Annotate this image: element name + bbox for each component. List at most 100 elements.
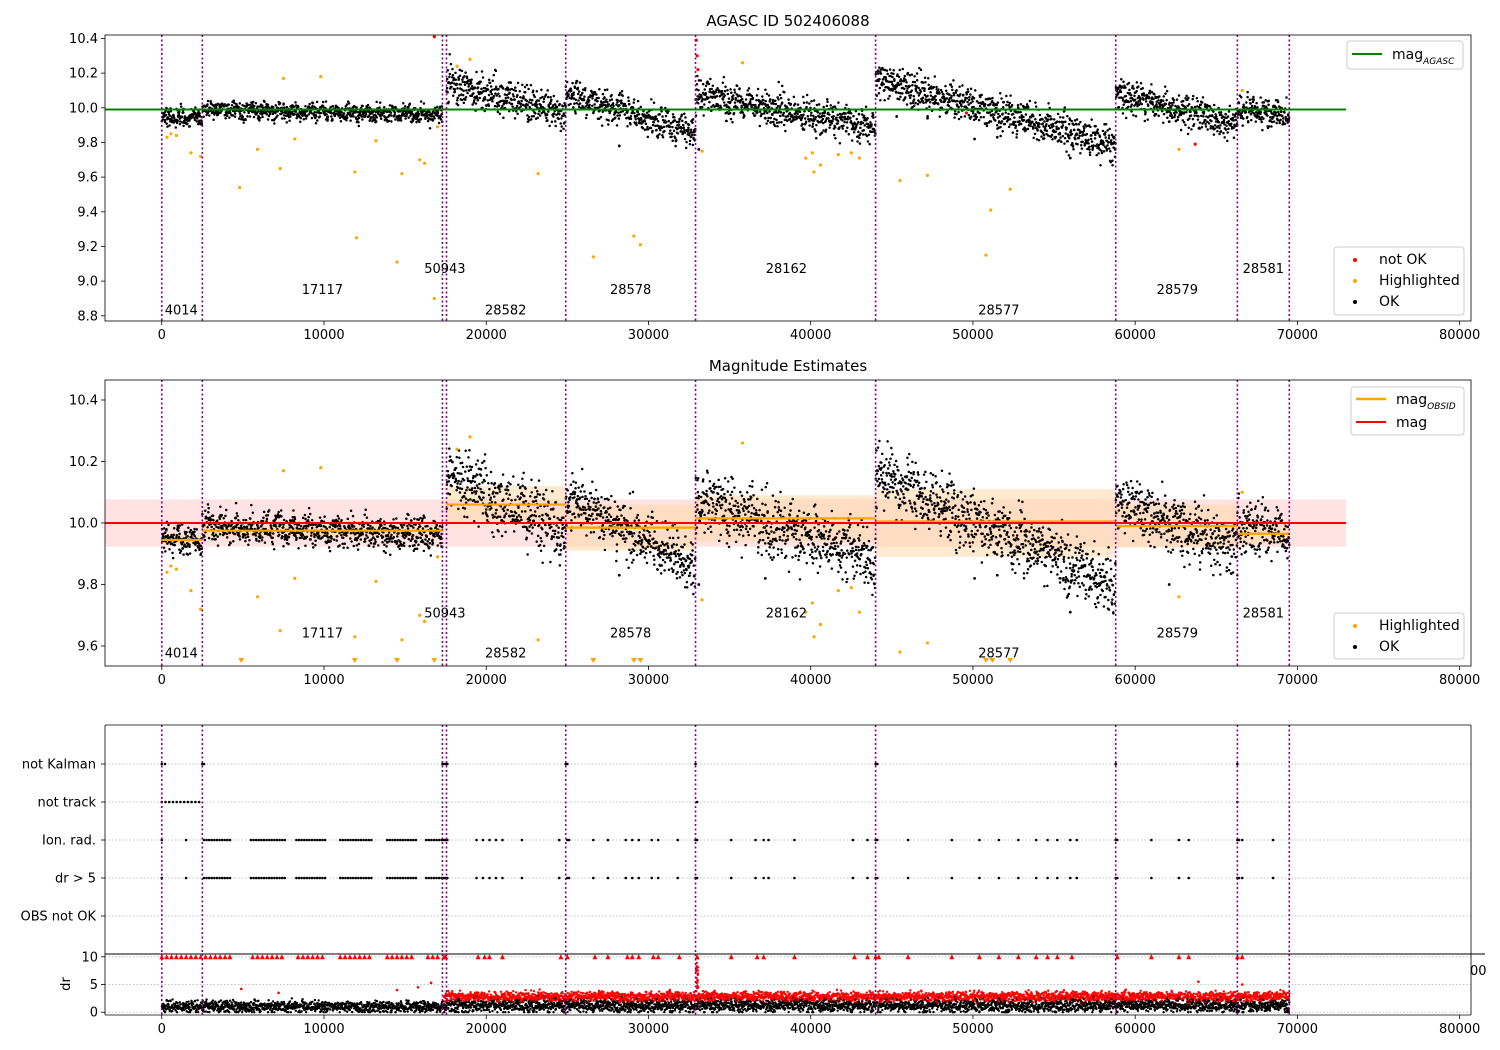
ok-point xyxy=(1246,95,1249,99)
ok-point xyxy=(999,134,1002,138)
ok-point xyxy=(440,112,444,116)
ok-point xyxy=(531,89,535,93)
ok-point xyxy=(1156,105,1159,108)
middle-panel-title: Magnitude Estimates xyxy=(709,357,867,375)
ok-point xyxy=(858,136,861,140)
ok-point xyxy=(431,119,435,122)
ok-point xyxy=(1201,122,1204,125)
ok-point xyxy=(206,99,210,103)
ok-point xyxy=(576,92,580,96)
ok-point xyxy=(495,105,499,108)
ok-point xyxy=(1014,126,1017,130)
ok-point xyxy=(450,484,453,488)
ok-point xyxy=(1077,136,1081,140)
ok-point xyxy=(772,102,775,105)
highlighted-point xyxy=(319,75,323,79)
ok-point xyxy=(526,114,529,117)
ok-point xyxy=(1266,114,1269,117)
ok-point xyxy=(559,122,562,125)
ok-point xyxy=(184,533,187,536)
ok-point xyxy=(846,126,849,129)
ok-point xyxy=(887,80,891,84)
ok-point xyxy=(310,526,314,530)
ok-point xyxy=(1097,143,1101,147)
ok-point xyxy=(211,531,215,535)
y-tick-label: 10.2 xyxy=(69,67,98,82)
ok-point xyxy=(406,527,410,530)
ok-point xyxy=(1218,132,1221,136)
ok-point xyxy=(1234,124,1237,128)
ok-point xyxy=(1188,117,1191,120)
ok-point xyxy=(426,540,429,543)
ok-point xyxy=(1022,118,1026,122)
ok-point xyxy=(974,113,977,116)
ok-point xyxy=(530,98,534,102)
ok-point xyxy=(1262,117,1265,120)
ok-point xyxy=(651,123,655,127)
ok-point xyxy=(801,115,804,119)
ok-point xyxy=(1107,136,1111,140)
ok-point xyxy=(386,534,390,538)
ok-point xyxy=(402,523,406,527)
ok-point xyxy=(769,116,772,120)
ok-point xyxy=(518,89,521,93)
ok-point xyxy=(701,82,705,86)
ok-point xyxy=(1256,106,1259,109)
ok-point xyxy=(602,103,605,107)
ok-point xyxy=(904,78,907,82)
ok-point xyxy=(885,69,889,72)
ok-point xyxy=(313,111,316,114)
ok-point xyxy=(1248,98,1252,101)
ok-point xyxy=(1181,119,1185,122)
ok-point xyxy=(303,513,307,517)
ok-point xyxy=(249,517,252,520)
ok-point xyxy=(532,115,536,118)
ok-point xyxy=(553,109,557,113)
ok-point xyxy=(912,98,916,101)
ok-point xyxy=(527,115,531,119)
ok-point xyxy=(716,104,720,108)
y-tick-label: 8.8 xyxy=(77,309,98,324)
ok-point xyxy=(904,84,908,88)
ok-point xyxy=(1251,100,1255,104)
ok-point xyxy=(330,112,333,115)
ok-point xyxy=(616,99,620,102)
ok-point xyxy=(656,120,660,123)
ok-point xyxy=(188,119,191,122)
ok-point xyxy=(784,129,787,133)
ok-point xyxy=(1045,122,1048,126)
ok-point xyxy=(214,538,217,541)
ok-point xyxy=(487,93,491,97)
ok-point xyxy=(224,117,227,120)
ok-point xyxy=(589,94,593,98)
ok-point xyxy=(919,90,923,93)
ok-point xyxy=(1264,98,1267,102)
highlighted-point xyxy=(810,151,814,155)
ok-point xyxy=(1209,127,1212,130)
ok-point xyxy=(1085,132,1089,136)
ok-point xyxy=(229,524,232,528)
ok-point xyxy=(461,93,465,97)
ok-point xyxy=(381,540,384,544)
ok-point xyxy=(856,140,859,143)
ok-point xyxy=(480,70,484,73)
ok-point xyxy=(728,106,731,110)
ok-point xyxy=(1163,85,1167,88)
ok-point xyxy=(374,110,378,114)
ok-point xyxy=(1059,136,1062,139)
ok-point xyxy=(179,120,182,123)
ok-point xyxy=(1151,101,1154,104)
ok-point xyxy=(995,123,999,127)
ok-point xyxy=(940,90,944,94)
ok-point xyxy=(292,531,295,535)
ok-point xyxy=(938,115,942,118)
ok-point xyxy=(347,102,351,105)
ok-point xyxy=(282,102,285,105)
ok-point xyxy=(817,103,821,106)
ok-point xyxy=(399,116,402,120)
ok-point xyxy=(168,117,171,121)
ok-point xyxy=(1136,96,1140,100)
ok-point xyxy=(407,105,410,109)
ok-point xyxy=(288,119,291,122)
ok-point xyxy=(383,543,386,547)
